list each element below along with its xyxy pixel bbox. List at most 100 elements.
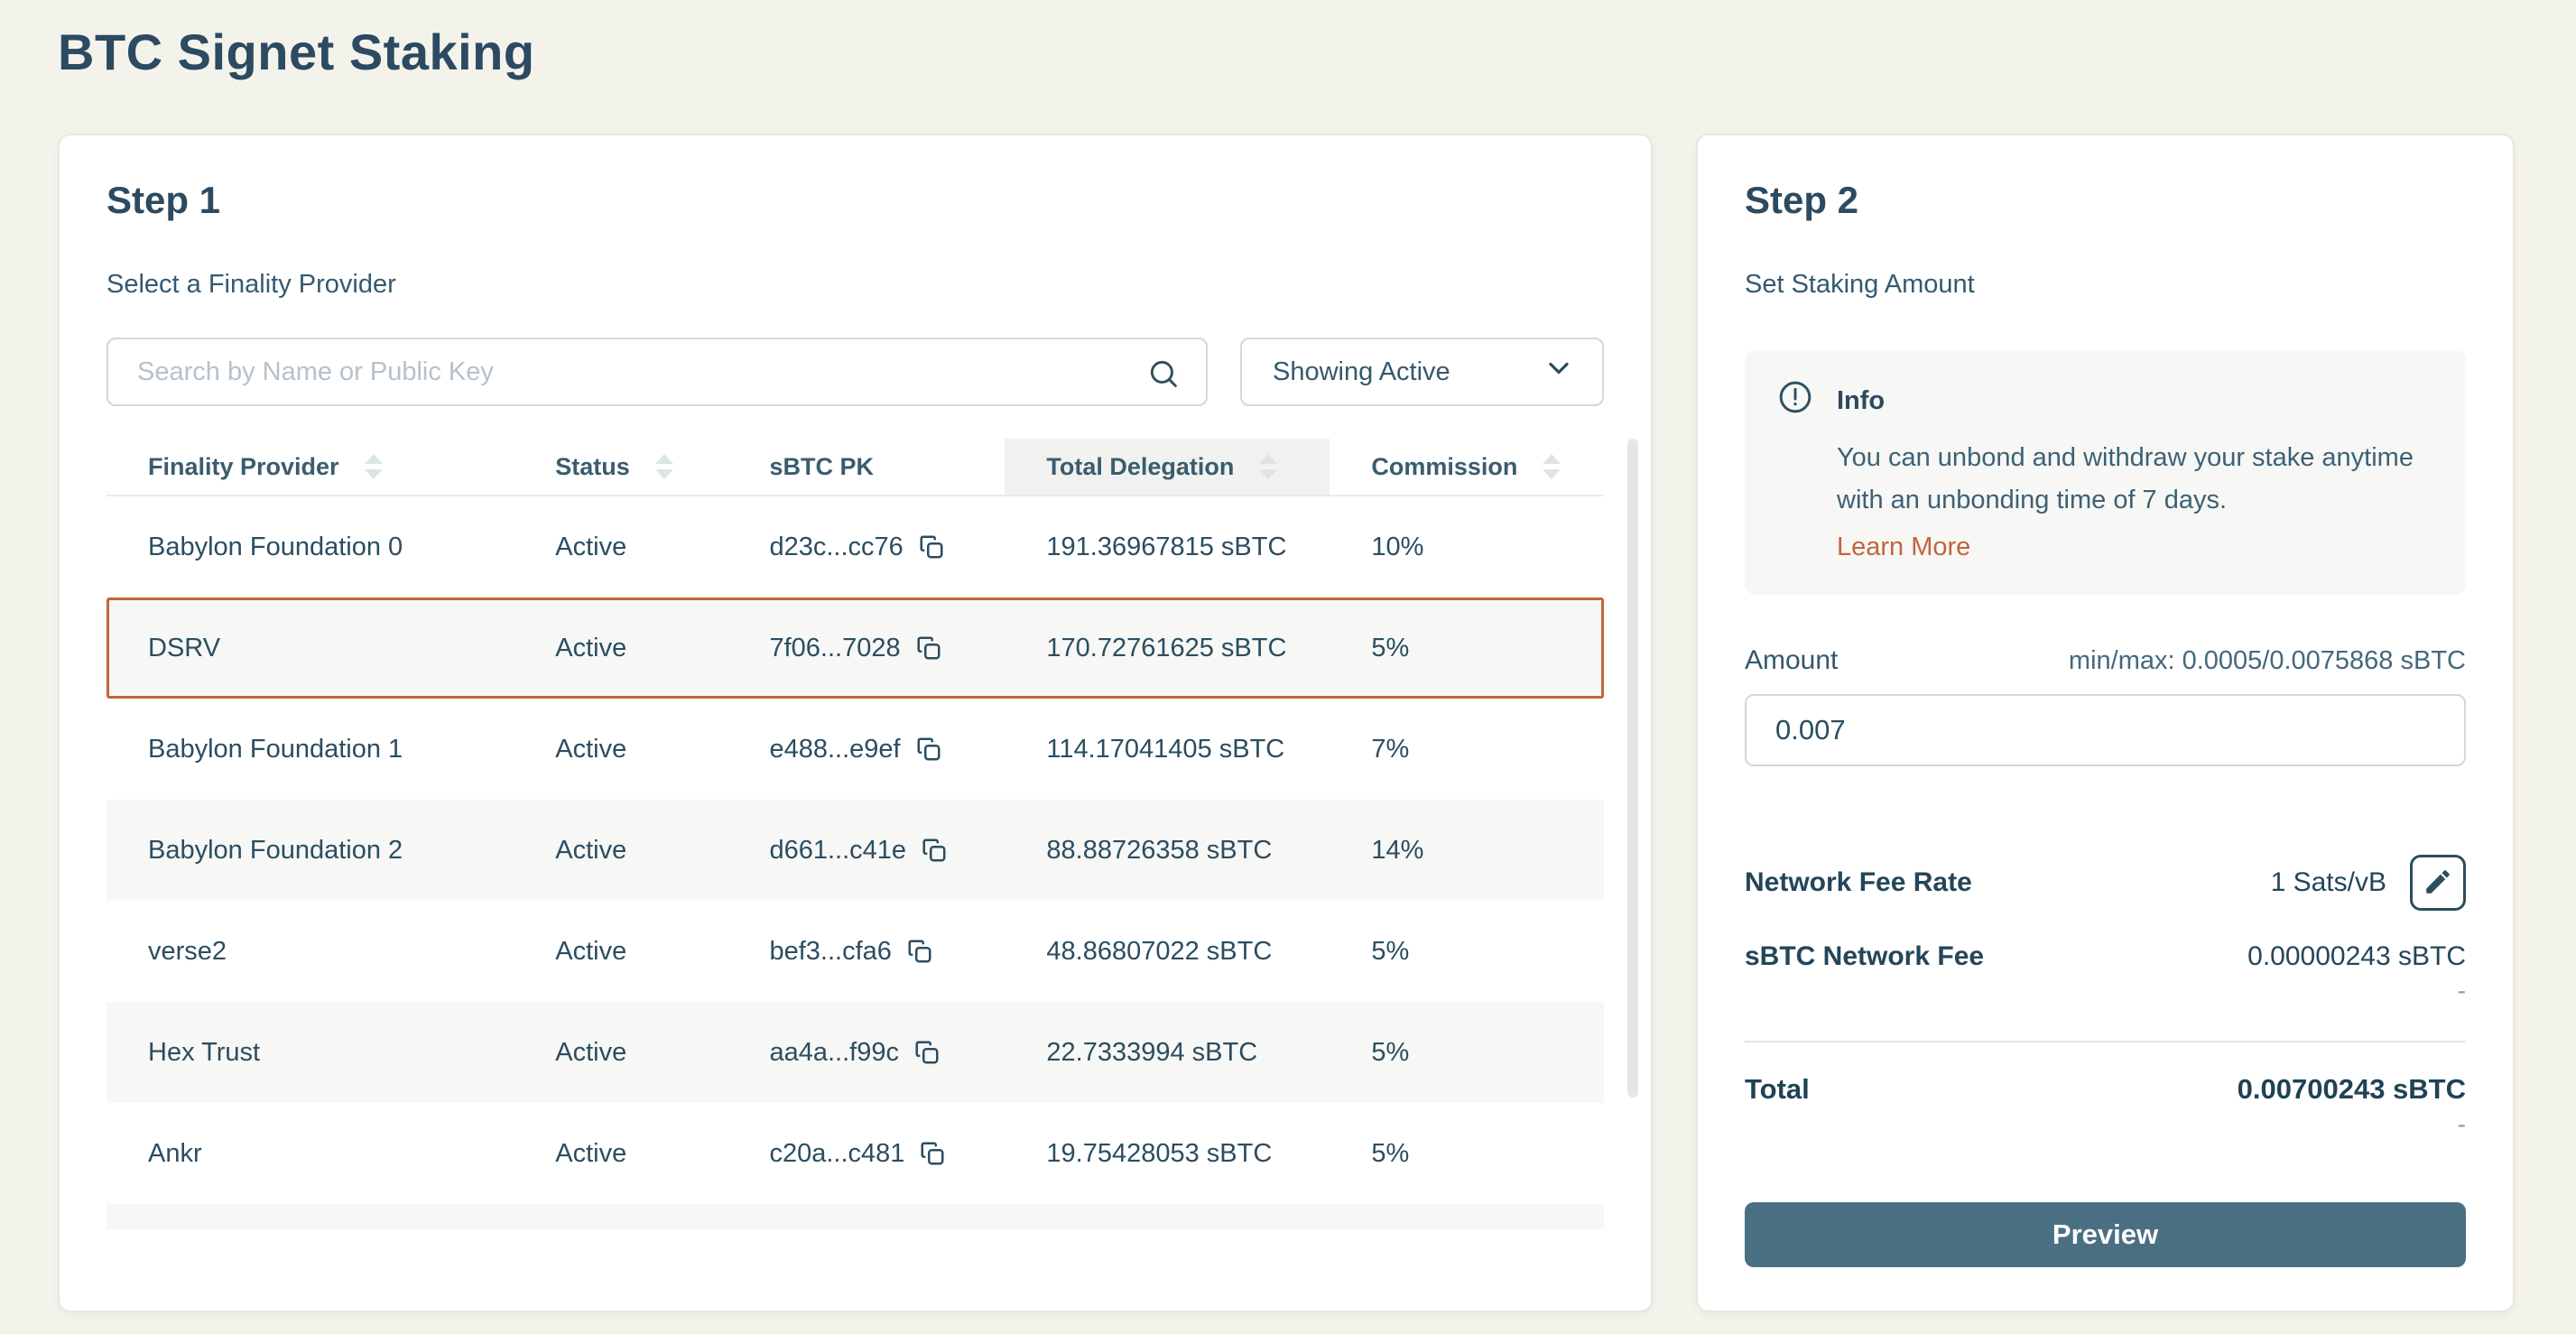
page-title: BTC Signet Staking	[58, 23, 535, 80]
total-label: Total	[1745, 1073, 1810, 1105]
cell-finality-provider: Babylon Foundation 0	[148, 532, 403, 561]
network-fee-rate-row: Network Fee Rate 1 Sats/vB	[1745, 855, 2466, 911]
copy-icon[interactable]	[915, 635, 942, 662]
cell-status: Active	[555, 1138, 627, 1168]
total-value: 0.00700243 sBTC	[2237, 1073, 2466, 1105]
table-row[interactable]: DSRV Active 7f06...7028 170.72761625 sBT…	[107, 598, 1604, 699]
cell-sbtc-pk: 7f06...7028	[727, 634, 1005, 663]
cell-commission: 5%	[1371, 936, 1410, 966]
cell-status: Active	[555, 835, 627, 865]
info-box-header: Info	[1777, 379, 2433, 422]
cards-row: Step 1 Select a Finality Provider Showin…	[58, 134, 2518, 1312]
column-label: Status	[555, 452, 630, 480]
cell-finality-provider: DSRV	[148, 633, 221, 662]
step1-card: Step 1 Select a Finality Provider Showin…	[58, 134, 1653, 1312]
cell-total-delegation: 191.36967815 sBTC	[1046, 532, 1287, 561]
table-row[interactable]: Babylon Foundation 0 Active d23c...cc76 …	[107, 496, 1604, 598]
copy-icon[interactable]	[921, 837, 948, 864]
cell-sbtc-pk: d661...c41e	[727, 836, 1005, 866]
preview-button[interactable]: Preview	[1745, 1202, 2466, 1267]
column-label: Total Delegation	[1046, 452, 1235, 480]
table-row[interactable]: Hex Trust Active aa4a...f99c 22.7333994 …	[107, 1002, 1604, 1103]
search-input[interactable]	[108, 339, 1206, 404]
sort-icon[interactable]	[654, 454, 673, 479]
amount-input[interactable]	[1747, 696, 2464, 764]
copy-icon[interactable]	[918, 533, 945, 560]
table-row[interactable]: Babylon Foundation 2 Active d661...c41e …	[107, 800, 1604, 901]
info-box-body: You can unbond and withdraw your stake a…	[1837, 443, 2414, 514]
copy-icon[interactable]	[915, 736, 942, 763]
column-header-total-delegation[interactable]: Total Delegation	[1005, 439, 1330, 495]
column-header-sbtc-pk: sBTC PK	[727, 439, 1005, 495]
total-secondary: -	[2457, 1110, 2466, 1139]
cell-total-delegation: 88.88726358 sBTC	[1046, 835, 1273, 865]
pencil-icon	[2423, 866, 2453, 900]
column-label: Commission	[1371, 452, 1518, 480]
cell-commission: 10%	[1371, 532, 1424, 561]
cell-total-delegation: 22.7333994 sBTC	[1046, 1037, 1258, 1067]
cell-status: Active	[555, 633, 627, 662]
pk-text: e488...e9ef	[769, 734, 901, 764]
network-fee-rate-right: 1 Sats/vB	[2271, 855, 2466, 911]
network-fee-rate-label: Network Fee Rate	[1745, 867, 1972, 897]
cell-total-delegation: 19.75428053 sBTC	[1046, 1138, 1273, 1168]
cell-commission: 14%	[1371, 835, 1424, 865]
copy-icon[interactable]	[906, 938, 933, 965]
cell-sbtc-pk: c20a...c481	[727, 1139, 1005, 1169]
table-controls: Showing Active	[107, 338, 1604, 406]
cell-sbtc-pk: d23c...cc76	[727, 533, 1005, 562]
sbtc-network-fee-secondary: -	[2457, 977, 2466, 1005]
step2-card: Step 2 Set Staking Amount Info You can u…	[1696, 134, 2515, 1312]
cell-finality-provider: Babylon Foundation 2	[148, 835, 403, 865]
learn-more-link[interactable]: Learn More	[1837, 533, 1971, 561]
amount-label: Amount	[1745, 645, 1839, 675]
step1-subtitle: Select a Finality Provider	[107, 270, 396, 299]
search-box	[107, 338, 1208, 406]
network-fee-rate-value: 1 Sats/vB	[2270, 867, 2386, 897]
pk-text: bef3...cfa6	[769, 936, 892, 966]
column-label: Finality Provider	[148, 452, 339, 480]
sort-icon[interactable]	[364, 454, 383, 479]
cell-status: Active	[555, 1037, 627, 1067]
column-header-finality-provider[interactable]: Finality Provider	[107, 439, 514, 495]
cell-finality-provider: Babylon Foundation 1	[148, 734, 403, 764]
table-row[interactable]: Babylon Foundation 1 Active e488...e9ef …	[107, 699, 1604, 800]
pk-text: d23c...cc76	[769, 532, 903, 561]
table-row[interactable]: Ankr Active c20a...c481 19.75428053 sBTC…	[107, 1103, 1604, 1204]
sbtc-network-fee-value: 0.00000243 sBTC	[2247, 941, 2466, 971]
search-icon	[1146, 357, 1181, 395]
cell-commission: 5%	[1371, 633, 1410, 662]
cell-finality-provider: Ankr	[148, 1138, 202, 1168]
info-circle-icon	[1777, 379, 1813, 422]
chevron-down-icon	[1543, 352, 1575, 392]
info-box: Info You can unbond and withdraw your st…	[1745, 350, 2466, 595]
amount-input-box	[1745, 694, 2466, 766]
cell-status: Active	[555, 532, 627, 561]
copy-icon[interactable]	[919, 1140, 946, 1167]
cell-status: Active	[555, 936, 627, 966]
sort-icon[interactable]	[1543, 454, 1561, 479]
table-row[interactable]: verse2 Active bef3...cfa6 48.86807022 sB…	[107, 901, 1604, 1002]
sort-icon[interactable]	[1259, 454, 1278, 479]
table-body: Babylon Foundation 0 Active d23c...cc76 …	[107, 496, 1604, 1204]
cell-total-delegation: 48.86807022 sBTC	[1046, 936, 1273, 966]
pk-text: 7f06...7028	[769, 633, 901, 662]
edit-fee-rate-button[interactable]	[2410, 855, 2466, 911]
column-header-status[interactable]: Status	[514, 439, 727, 495]
pk-text: aa4a...f99c	[769, 1037, 899, 1067]
summary-divider	[1745, 1041, 2466, 1042]
column-header-commission[interactable]: Commission	[1330, 439, 1604, 495]
partial-next-row	[107, 1204, 1604, 1229]
table-scrollbar[interactable]	[1627, 439, 1638, 1098]
copy-icon[interactable]	[913, 1039, 941, 1066]
status-filter-value: Showing Active	[1273, 357, 1450, 386]
cell-commission: 5%	[1371, 1138, 1410, 1168]
cell-total-delegation: 170.72761625 sBTC	[1046, 633, 1287, 662]
cell-total-delegation: 114.17041405 sBTC	[1046, 734, 1285, 764]
step2-subtitle: Set Staking Amount	[1745, 270, 1975, 299]
total-row: Total 0.00700243 sBTC	[1745, 1073, 2466, 1106]
status-filter-dropdown[interactable]: Showing Active	[1240, 338, 1604, 406]
info-box-title: Info	[1837, 385, 1886, 415]
pk-text: c20a...c481	[769, 1138, 905, 1168]
cell-finality-provider: Hex Trust	[148, 1037, 261, 1067]
